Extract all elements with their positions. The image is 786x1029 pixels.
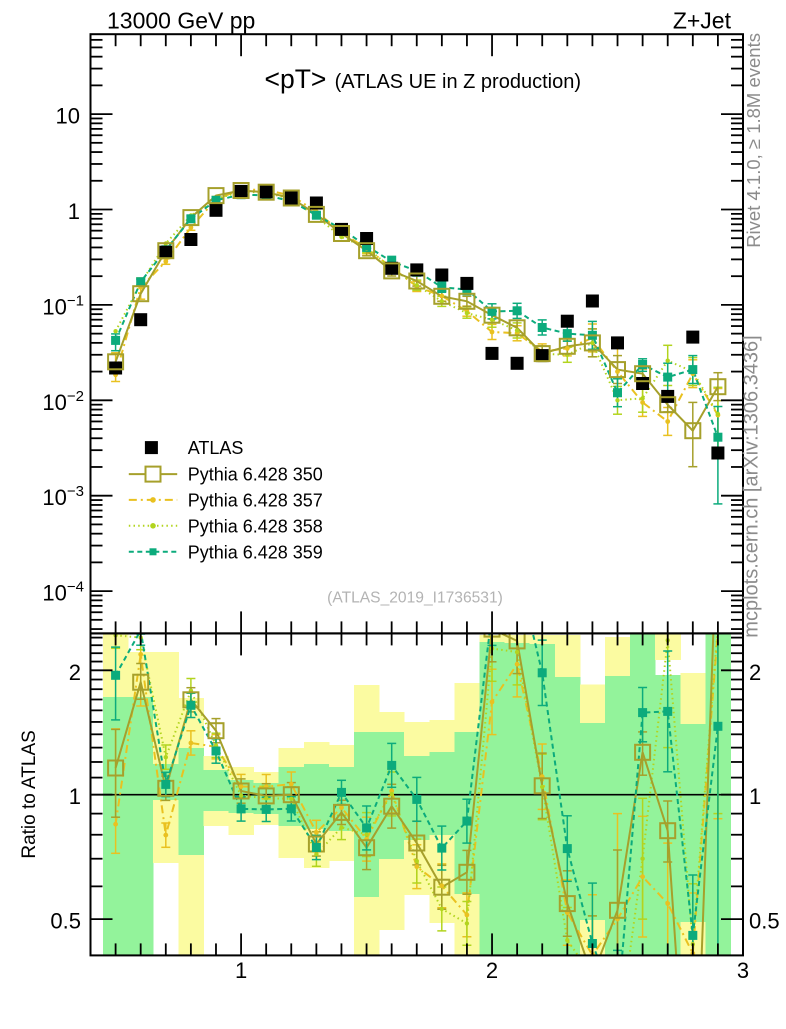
svg-text:ATLAS: ATLAS: [188, 438, 244, 458]
svg-text:2: 2: [69, 660, 81, 685]
svg-text:(ATLAS_2019_I1736531): (ATLAS_2019_I1736531): [327, 590, 503, 607]
svg-text:Ratio to ATLAS: Ratio to ATLAS: [19, 730, 40, 859]
svg-text:2: 2: [749, 660, 761, 685]
svg-text:1: 1: [69, 784, 81, 809]
svg-text:Z+Jet: Z+Jet: [673, 8, 732, 34]
svg-text:Pythia 6.428 350: Pythia 6.428 350: [188, 465, 323, 485]
svg-text:1: 1: [749, 784, 761, 809]
svg-text:0.5: 0.5: [749, 909, 780, 934]
svg-text:Pythia 6.428 357: Pythia 6.428 357: [188, 490, 323, 510]
svg-text:1: 1: [235, 958, 247, 983]
svg-text:13000 GeV pp: 13000 GeV pp: [107, 8, 255, 34]
svg-text:Pythia 6.428 358: Pythia 6.428 358: [188, 516, 323, 536]
svg-text:(ATLAS UE in Z production): (ATLAS UE in Z production): [335, 71, 581, 93]
svg-text:Pythia 6.428 359: Pythia 6.428 359: [188, 542, 323, 562]
svg-text:Rivet 4.1.0, ≥ 1.8M events: Rivet 4.1.0, ≥ 1.8M events: [743, 33, 764, 248]
svg-text:<pT>: <pT>: [265, 64, 327, 94]
svg-text:3: 3: [737, 958, 749, 983]
svg-text:2: 2: [486, 958, 498, 983]
svg-text:mcplots.cern.ch [arXiv:1306.34: mcplots.cern.ch [arXiv:1306.3436]: [741, 335, 763, 637]
svg-text:1: 1: [68, 199, 80, 224]
svg-text:0.5: 0.5: [50, 909, 81, 934]
svg-text:10: 10: [56, 104, 80, 129]
